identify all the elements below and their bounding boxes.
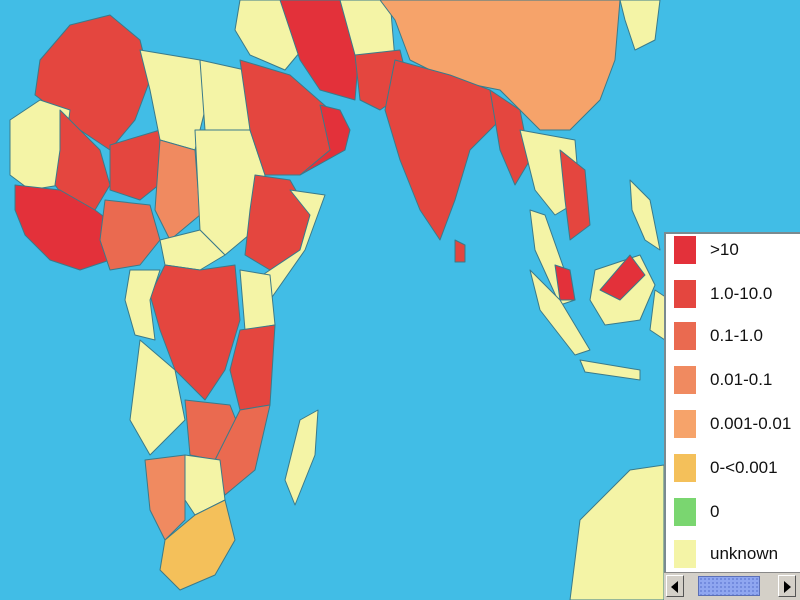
region-philippines[interactable] [629, 179, 661, 251]
region-mozambique[interactable] [214, 404, 271, 496]
legend-label: 0.001-0.01 [710, 414, 792, 433]
region-india[interactable] [384, 59, 501, 241]
region-borneo-north[interactable] [599, 254, 646, 301]
region-south-africa[interactable] [159, 499, 236, 591]
legend-item: 1.0-10.0 [672, 280, 800, 308]
region-madagascar[interactable] [284, 409, 319, 506]
map-legend: >10 1.0-10.0 0.1-1.0 0.01-0.1 0.001-0.01… [664, 232, 800, 572]
region-sumatra[interactable] [529, 269, 591, 356]
legend-item: 0.01-0.1 [672, 366, 800, 394]
horizontal-scrollbar[interactable] [664, 572, 800, 600]
legend-item: 0.001-0.01 [672, 410, 800, 438]
legend-swatch [674, 454, 696, 482]
legend-label: 1.0-10.0 [710, 284, 773, 303]
region-vietnam[interactable] [559, 149, 591, 241]
region-oman-yemen[interactable] [299, 104, 351, 176]
region-china[interactable] [379, 0, 621, 131]
region-kenya[interactable] [239, 269, 276, 331]
legend-label: >10 [710, 240, 739, 259]
legend-label: unknown [710, 544, 779, 563]
legend-label: 0.1-1.0 [710, 326, 763, 345]
scroll-left-button[interactable] [666, 575, 684, 597]
region-gabon[interactable] [124, 269, 161, 341]
legend-swatch [674, 540, 696, 568]
region-central-african-republic[interactable] [159, 229, 226, 271]
region-myanmar[interactable] [489, 89, 531, 186]
region-korea-japan[interactable] [619, 0, 661, 51]
region-sri-lanka[interactable] [454, 239, 466, 263]
region-australia[interactable] [569, 464, 665, 600]
legend-label: 0 [710, 502, 720, 521]
arrow-right-icon [784, 581, 791, 593]
region-tanzania[interactable] [229, 324, 276, 411]
legend-label: 0.01-0.1 [710, 370, 773, 389]
legend-item: 0 [672, 498, 800, 526]
legend-item: 0-<0.001 [672, 454, 800, 482]
legend-item: unknown [672, 540, 800, 568]
region-nigeria[interactable] [99, 199, 161, 271]
region-niger[interactable] [109, 129, 166, 201]
legend-swatch [674, 236, 696, 264]
scroll-right-button[interactable] [778, 575, 796, 597]
legend-swatch [674, 410, 696, 438]
legend-swatch [674, 366, 696, 394]
region-west-africa-coast[interactable] [14, 184, 116, 271]
legend-swatch [674, 322, 696, 350]
region-malaysia[interactable] [554, 264, 576, 301]
scrollbar-thumb[interactable] [698, 576, 760, 596]
legend-label: 0-<0.001 [710, 458, 778, 477]
legend-item: >10 [672, 236, 800, 264]
arrow-left-icon [671, 581, 678, 593]
region-java[interactable] [579, 359, 641, 381]
legend-swatch [674, 280, 696, 308]
legend-item: 0.1-1.0 [672, 322, 800, 350]
region-iran[interactable] [279, 0, 361, 101]
region-congo[interactable] [149, 264, 241, 401]
region-chad[interactable] [154, 139, 201, 241]
region-namibia[interactable] [144, 454, 186, 541]
legend-swatch [674, 498, 696, 526]
region-angola[interactable] [129, 339, 186, 456]
